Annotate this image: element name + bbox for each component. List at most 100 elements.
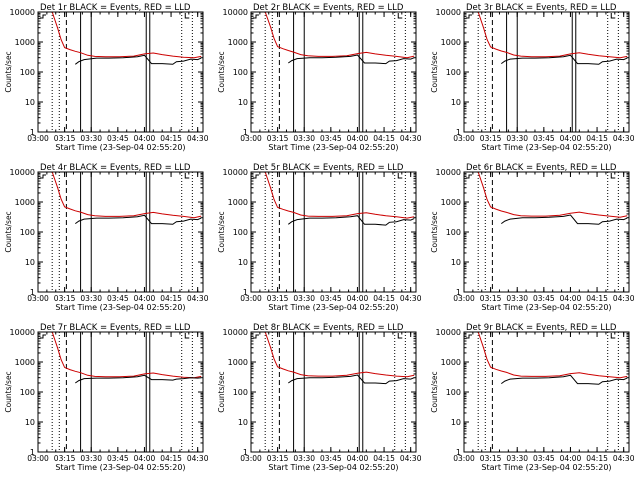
series-line-events [288, 215, 415, 226]
chart-title: Det 6r BLACK = Events, RED = LLD [466, 163, 617, 173]
period-tick [397, 173, 403, 179]
x-tick-label: 04:15 [586, 294, 608, 303]
series-line-lld [251, 331, 415, 378]
period-tick [397, 333, 403, 339]
x-tick-label: 03:45 [107, 134, 129, 143]
x-axis-label: Start Time (23-Sep-04 02:55:20) [481, 463, 611, 472]
x-tick-label: 03:15 [54, 294, 76, 303]
x-tick-label: 03:00 [27, 454, 49, 463]
y-tick-label: 1 [243, 448, 248, 457]
chart-title: Det 7r BLACK = Events, RED = LLD [40, 323, 191, 333]
x-tick-label: 04:15 [373, 454, 395, 463]
y-tick-label: 1 [456, 128, 461, 137]
y-tick-label: 1 [456, 288, 461, 297]
y-axis-label: Counts/sec [217, 371, 226, 412]
period-tick [184, 13, 190, 19]
y-tick-label: 10000 [436, 168, 461, 177]
x-tick-label: 04:00 [347, 294, 369, 303]
y-tick-label: 1000 [228, 198, 248, 207]
series-line-lld [464, 331, 628, 379]
y-tick-label: 10 [25, 418, 35, 427]
y-tick-label: 1000 [441, 198, 461, 207]
x-tick-label: 03:45 [533, 134, 555, 143]
chart-panel-2: 1 10 100 1000 10000 03:00 03:15 03:30 03:45 04:00… [217, 3, 422, 152]
x-tick-label: 03:00 [453, 134, 475, 143]
x-tick-label: 04:30 [400, 454, 422, 463]
y-tick-label: 10000 [10, 168, 35, 177]
period-tick [466, 334, 472, 339]
y-tick-label: 10 [451, 418, 461, 427]
period-tick [466, 14, 472, 19]
x-tick-label: 04:30 [613, 294, 635, 303]
x-tick-label: 03:15 [267, 134, 289, 143]
x-tick-label: 03:00 [453, 454, 475, 463]
x-tick-label: 03:45 [320, 294, 342, 303]
x-axis-label: Start Time (23-Sep-04 02:55:20) [55, 463, 185, 472]
x-axis-label: Start Time (23-Sep-04 02:55:20) [268, 463, 398, 472]
x-axis-label: Start Time (23-Sep-04 02:55:20) [268, 303, 398, 312]
x-tick-label: 04:15 [373, 134, 395, 143]
y-tick-label: 100 [233, 388, 248, 397]
x-tick-label: 03:00 [240, 294, 262, 303]
x-axis-label: Start Time (23-Sep-04 02:55:20) [55, 303, 185, 312]
y-axis-label: Counts/sec [430, 51, 439, 92]
x-axis-label: Start Time (23-Sep-04 02:55:20) [268, 143, 398, 152]
period-tick [184, 333, 190, 339]
y-tick-label: 100 [20, 68, 35, 77]
x-tick-label: 04:30 [400, 294, 422, 303]
x-tick-label: 03:30 [506, 134, 528, 143]
period-tick [40, 14, 46, 19]
period-tick [610, 173, 616, 179]
y-tick-label: 1 [30, 288, 35, 297]
series-line-lld [38, 331, 202, 379]
x-tick-label: 03:45 [533, 294, 555, 303]
x-tick-label: 03:00 [240, 134, 262, 143]
x-tick-label: 03:45 [107, 294, 129, 303]
y-tick-label: 1000 [441, 358, 461, 367]
x-tick-label: 03:15 [54, 134, 76, 143]
x-tick-label: 03:15 [480, 294, 502, 303]
x-axis-label: Start Time (23-Sep-04 02:55:20) [481, 143, 611, 152]
period-tick [253, 334, 259, 339]
y-axis-label: Counts/sec [4, 51, 13, 92]
y-tick-label: 1 [30, 448, 35, 457]
y-tick-label: 1000 [15, 198, 35, 207]
series-line-events [501, 374, 628, 385]
period-tick [466, 174, 472, 179]
x-tick-label: 03:30 [506, 294, 528, 303]
x-tick-label: 03:00 [453, 294, 475, 303]
y-tick-label: 1000 [228, 38, 248, 47]
x-tick-label: 04:15 [373, 294, 395, 303]
y-tick-label: 10 [238, 418, 248, 427]
series-line-events [75, 374, 202, 384]
x-tick-label: 04:00 [134, 294, 156, 303]
x-tick-label: 03:30 [80, 294, 102, 303]
chart-panel-5: 1 10 100 1000 10000 03:00 03:15 03:30 03:45 04:00… [217, 163, 422, 312]
x-tick-label: 03:00 [27, 294, 49, 303]
x-tick-label: 04:15 [160, 454, 182, 463]
x-tick-label: 03:15 [267, 454, 289, 463]
chart-panel-8: 1 10 100 1000 10000 03:00 03:15 03:30 03:45 04:00… [217, 323, 422, 472]
y-tick-label: 10 [238, 98, 248, 107]
y-tick-label: 1000 [228, 358, 248, 367]
series-line-lld [38, 171, 202, 219]
y-axis-label: Counts/sec [217, 211, 226, 252]
x-tick-label: 03:45 [320, 454, 342, 463]
x-tick-label: 04:30 [187, 454, 209, 463]
x-tick-label: 03:30 [293, 134, 315, 143]
x-tick-label: 04:00 [560, 294, 582, 303]
y-tick-label: 100 [233, 68, 248, 77]
chart-title: Det 4r BLACK = Events, RED = LLD [40, 163, 191, 173]
chart-title: Det 9r BLACK = Events, RED = LLD [466, 323, 617, 333]
chart-panel-7: 1 10 100 1000 10000 03:00 03:15 03:30 03:45 04:00… [4, 323, 209, 472]
y-tick-label: 10000 [223, 328, 248, 337]
y-tick-label: 10 [451, 258, 461, 267]
y-tick-label: 10 [25, 258, 35, 267]
y-tick-label: 1 [243, 128, 248, 137]
series-line-lld [251, 11, 415, 59]
x-tick-label: 03:45 [533, 454, 555, 463]
series-line-events [75, 54, 202, 65]
series-line-events [501, 214, 628, 225]
y-tick-label: 10 [451, 98, 461, 107]
